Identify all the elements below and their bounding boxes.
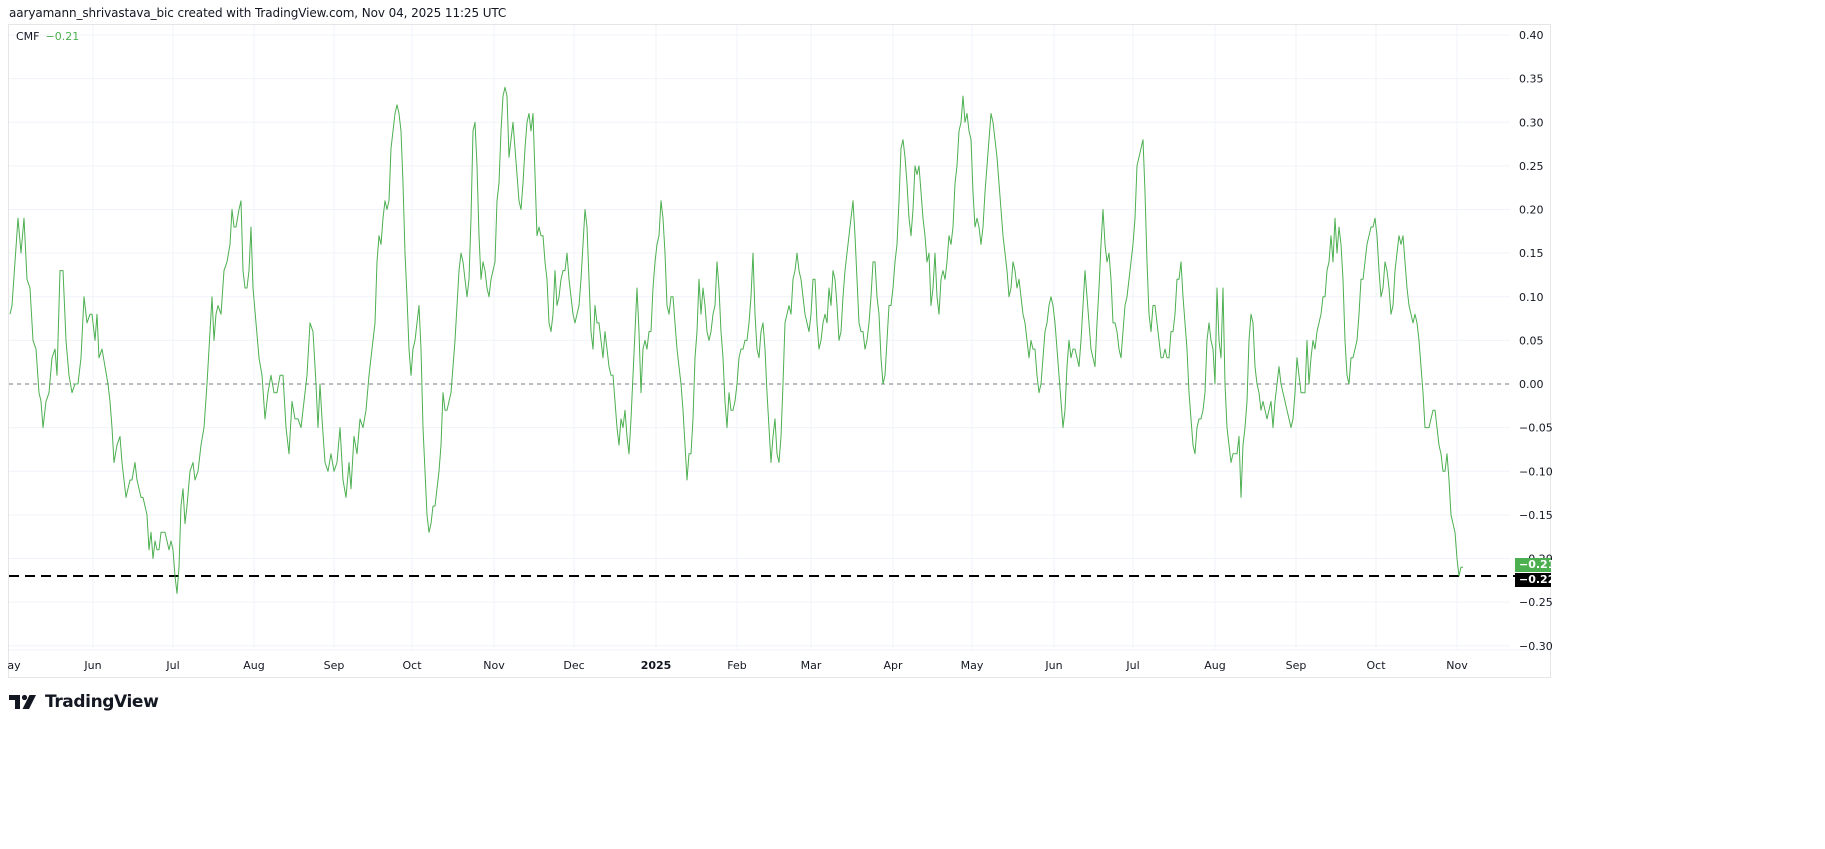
- price-axis-label: 0.30: [1519, 116, 1544, 129]
- time-axis-label: Feb: [727, 659, 746, 672]
- time-axis-label: May: [961, 659, 984, 672]
- time-axis-label: Sep: [324, 659, 345, 672]
- cmf-value-badge: −0.21: [1515, 558, 1556, 572]
- tradingview-logo-text: TradingView: [45, 692, 159, 712]
- tradingview-logo[interactable]: TradingView: [9, 692, 159, 712]
- time-axis-label: ay: [7, 659, 21, 672]
- time-axis-label: Aug: [243, 659, 264, 672]
- level-value-badge-text: −0.22: [1519, 573, 1556, 586]
- time-axis-label: Dec: [563, 659, 584, 672]
- legend-indicator-value: −0.21: [45, 30, 80, 43]
- chart-frame: [8, 24, 1551, 678]
- time-axis-label: Aug: [1204, 659, 1225, 672]
- time-axis-label: Apr: [883, 659, 903, 672]
- grid-lines: [9, 25, 1550, 651]
- price-axis-label: 0.15: [1519, 247, 1544, 260]
- chart-attribution: aaryamann_shrivastava_bic created with T…: [9, 6, 507, 20]
- price-axis-label: 0.35: [1519, 73, 1544, 86]
- price-axis-label: 0.40: [1519, 29, 1544, 42]
- price-axis-label: −0.25: [1519, 596, 1553, 609]
- cmf-series-line: [9, 86, 1463, 594]
- price-axis-label: −0.30: [1519, 640, 1553, 653]
- price-axis-label: −0.10: [1519, 465, 1553, 478]
- cmf-value-badge-text: −0.21: [1519, 558, 1556, 571]
- price-axis-label: −0.05: [1519, 422, 1553, 435]
- time-axis-label: Nov: [1446, 659, 1468, 672]
- price-axis-label: 0.05: [1519, 334, 1544, 347]
- time-axis-label: Jun: [1044, 659, 1062, 672]
- time-axis-label: Mar: [801, 659, 822, 672]
- price-axis-label: 0.00: [1519, 378, 1544, 391]
- tradingview-logo-icon: [9, 694, 36, 709]
- indicator-legend[interactable]: CMF −0.21: [16, 30, 79, 43]
- level-value-badge: −0.22: [1515, 573, 1556, 587]
- time-axis[interactable]: ay Jun Jul Aug Sep Oct Nov Dec 2025 Feb Mar Apr May J…: [7, 659, 1468, 672]
- price-axis-label: 0.25: [1519, 160, 1544, 173]
- price-axis-label: −0.15: [1519, 509, 1553, 522]
- time-axis-label: Jul: [165, 659, 179, 672]
- time-axis-label: Jul: [1125, 659, 1139, 672]
- legend-indicator-name: CMF: [16, 30, 40, 43]
- price-axis-label: 0.20: [1519, 204, 1544, 217]
- time-axis-label: Oct: [1366, 659, 1386, 672]
- time-axis-label: Nov: [483, 659, 505, 672]
- time-axis-label: Sep: [1286, 659, 1307, 672]
- price-axis-label: 0.10: [1519, 291, 1544, 304]
- time-axis-label: Oct: [402, 659, 422, 672]
- time-axis-label: 2025: [641, 659, 672, 672]
- time-axis-label: Jun: [83, 659, 101, 672]
